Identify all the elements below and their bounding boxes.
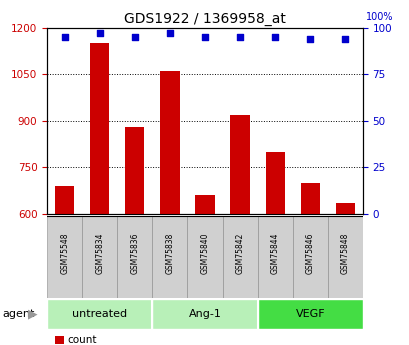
Bar (152, 216, 187, 298)
Bar (117, 216, 152, 298)
Point (201, 34, 208, 40)
Text: untreated: untreated (72, 309, 127, 319)
Bar (335, 203, 354, 214)
Point (96, 30, 103, 36)
Text: GSM75848: GSM75848 (340, 232, 349, 274)
Point (131, 34, 138, 40)
Text: GSM75840: GSM75840 (200, 232, 209, 274)
Bar (257, 216, 292, 298)
Bar (222, 216, 257, 298)
Point (271, 34, 278, 40)
Text: GDS1922 / 1369958_at: GDS1922 / 1369958_at (124, 12, 285, 26)
Text: GSM75834: GSM75834 (95, 232, 104, 274)
Text: count: count (67, 335, 97, 345)
Bar (160, 71, 179, 214)
Bar (195, 195, 214, 214)
Bar (300, 183, 319, 214)
Text: GSM75836: GSM75836 (130, 232, 139, 274)
Text: GSM75838: GSM75838 (165, 232, 174, 274)
Text: GSM75846: GSM75846 (305, 232, 314, 274)
Bar (47, 216, 82, 298)
Text: GSM75548: GSM75548 (60, 232, 69, 274)
Bar (82, 216, 117, 298)
Bar (55, 186, 74, 214)
Bar (257, 299, 362, 329)
Point (61, 34, 68, 40)
Bar (265, 152, 284, 214)
Bar (90, 43, 109, 214)
Text: VEGF: VEGF (295, 309, 324, 319)
Text: ▶: ▶ (28, 307, 37, 321)
Bar (187, 216, 222, 298)
Bar (327, 216, 362, 298)
Bar (292, 216, 327, 298)
Bar (47, 299, 152, 329)
Text: 100%: 100% (365, 12, 393, 22)
Point (166, 30, 173, 36)
Text: Ang-1: Ang-1 (188, 309, 221, 319)
Bar (152, 299, 257, 329)
Point (341, 36, 348, 41)
Point (236, 34, 243, 40)
Point (306, 36, 313, 41)
Bar (125, 127, 144, 214)
Bar (230, 115, 249, 214)
Text: GSM75842: GSM75842 (235, 232, 244, 274)
Text: GSM75844: GSM75844 (270, 232, 279, 274)
Text: agent: agent (2, 309, 34, 319)
